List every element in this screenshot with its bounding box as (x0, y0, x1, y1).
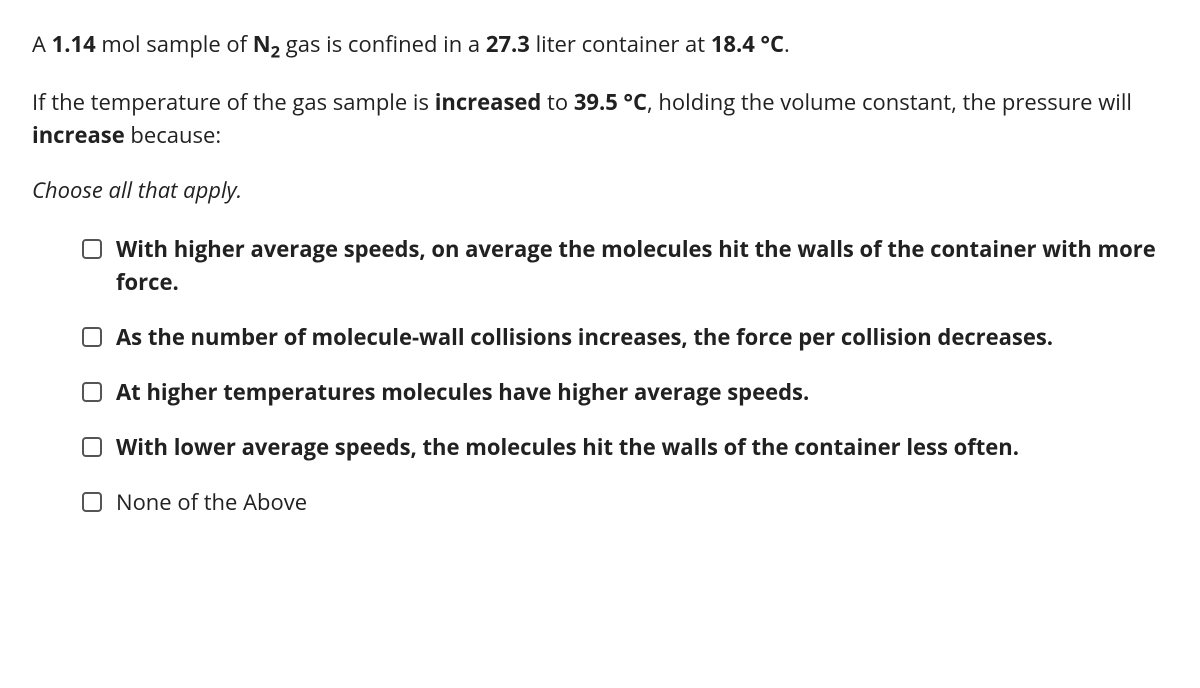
text-part: because: (125, 120, 221, 150)
gas-subscript: 2 (271, 39, 280, 62)
text-part: liter container at (530, 29, 711, 59)
action-increase: increase (32, 120, 125, 150)
option-row: With higher average speeds, on average t… (82, 233, 1168, 299)
mol-value: 1.14 (52, 29, 96, 59)
text-part: If the temperature of the gas sample is (32, 87, 435, 117)
text-part: gas is confined in a (280, 29, 486, 59)
question-line-2: If the temperature of the gas sample is … (32, 86, 1168, 152)
temp2-value: 39.5 °C (574, 87, 647, 117)
instruction-text: Choose all that apply. (32, 174, 1168, 207)
option-row: At higher temperatures molecules have hi… (82, 376, 1168, 409)
option-row: None of the Above (82, 486, 1168, 519)
checkbox[interactable] (82, 382, 102, 402)
text-part: , holding the volume constant, the press… (647, 87, 1132, 117)
text-part: A (32, 29, 52, 59)
text-part: . (784, 29, 790, 59)
question-line-1: A 1.14 mol sample of N2 gas is confined … (32, 28, 1168, 64)
checkbox[interactable] (82, 492, 102, 512)
action-increased: increased (435, 87, 542, 117)
checkbox[interactable] (82, 327, 102, 347)
option-label: At higher temperatures molecules have hi… (116, 376, 1168, 409)
gas-symbol: N (253, 29, 271, 59)
option-label: None of the Above (116, 486, 1168, 519)
option-row: With lower average speeds, the molecules… (82, 431, 1168, 464)
text-part: to (541, 87, 574, 117)
text-part: mol sample of (96, 29, 253, 59)
checkbox[interactable] (82, 437, 102, 457)
option-label: With lower average speeds, the molecules… (116, 431, 1168, 464)
checkbox[interactable] (82, 239, 102, 259)
options-list: With higher average speeds, on average t… (32, 233, 1168, 519)
option-label: As the number of molecule-wall collision… (116, 321, 1168, 354)
option-label: With higher average speeds, on average t… (116, 233, 1168, 299)
option-row: As the number of molecule-wall collision… (82, 321, 1168, 354)
temp1-value: 18.4 °C (711, 29, 784, 59)
volume-value: 27.3 (486, 29, 530, 59)
